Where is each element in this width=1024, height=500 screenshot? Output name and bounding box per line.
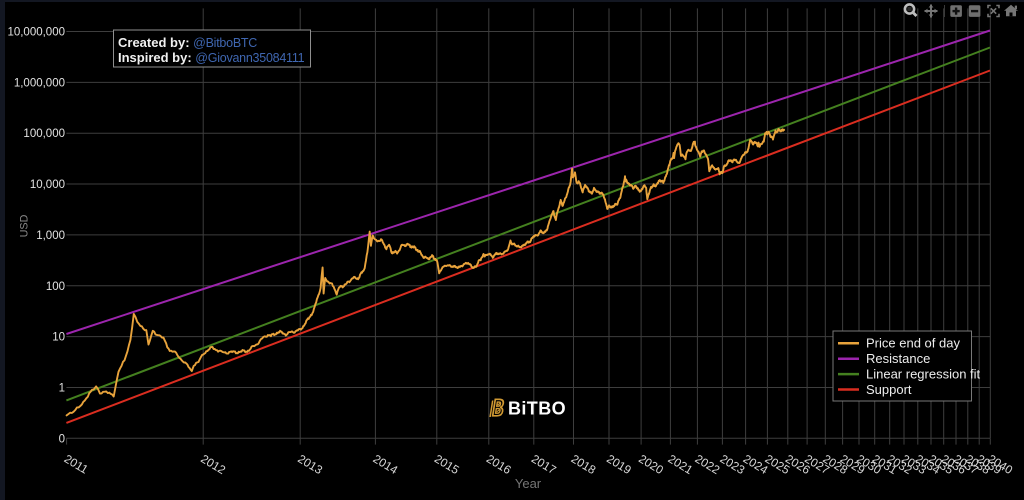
- svg-text:Inspired by: @Giovann35084111: Inspired by: @Giovann35084111: [118, 50, 305, 65]
- svg-text:Resistance: Resistance: [866, 351, 930, 366]
- svg-text:1,000: 1,000: [36, 230, 65, 242]
- svg-text:2012: 2012: [198, 452, 228, 478]
- svg-text:10,000,000: 10,000,000: [7, 27, 65, 39]
- svg-text:10: 10: [52, 332, 65, 344]
- svg-text:2020: 2020: [636, 452, 666, 478]
- svg-text:Support: Support: [866, 382, 912, 397]
- svg-text:BiTBO: BiTBO: [508, 399, 566, 419]
- svg-text:Price end of day: Price end of day: [866, 336, 960, 351]
- svg-text:USD: USD: [19, 214, 31, 237]
- svg-text:2040: 2040: [985, 452, 1015, 478]
- svg-text:Linear regression fit: Linear regression fit: [866, 367, 981, 382]
- svg-text:1: 1: [59, 382, 65, 394]
- svg-text:2013: 2013: [295, 452, 325, 478]
- svg-text:2021: 2021: [666, 452, 696, 478]
- svg-text:10,000: 10,000: [30, 179, 65, 191]
- svg-text:1,000,000: 1,000,000: [14, 77, 65, 89]
- svg-text:2015: 2015: [432, 452, 462, 478]
- svg-text:0: 0: [59, 433, 65, 445]
- svg-text:100: 100: [46, 281, 65, 293]
- svg-text:2016: 2016: [484, 452, 514, 478]
- svg-text:Year: Year: [515, 476, 542, 491]
- svg-text:2017: 2017: [529, 452, 559, 478]
- svg-text:2011: 2011: [62, 452, 91, 477]
- svg-text:2019: 2019: [604, 452, 634, 478]
- svg-text:2014: 2014: [371, 452, 401, 478]
- svg-text:2018: 2018: [569, 452, 599, 478]
- svg-text:Created by: @BitboBTC: Created by: @BitboBTC: [118, 35, 257, 50]
- svg-text:2022: 2022: [693, 452, 723, 478]
- svg-text:100,000: 100,000: [23, 128, 65, 140]
